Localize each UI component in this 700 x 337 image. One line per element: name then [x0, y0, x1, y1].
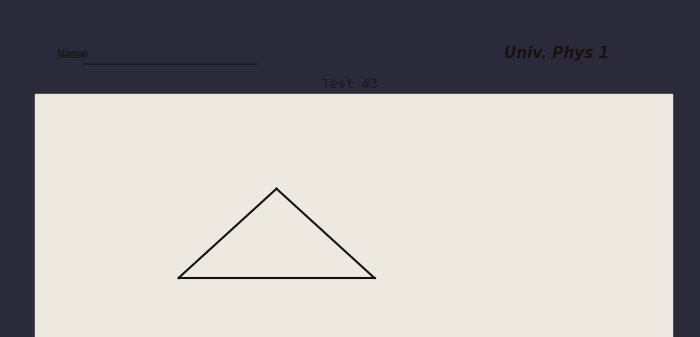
Text: 5 kg: 5 kg — [382, 295, 409, 308]
Text: Test #3: Test #3 — [322, 78, 378, 91]
Text: Name: Name — [56, 48, 88, 61]
Point — [271, 186, 282, 191]
Text: 1. Find the center of mass for the three masses shown relative to the 3: 1. Find the center of mass for the three… — [56, 125, 562, 138]
Text: triangle.: triangle. — [56, 185, 141, 198]
Text: 20 cm: 20 cm — [340, 227, 375, 240]
Text: Univ. Phys 1: Univ. Phys 1 — [504, 45, 609, 61]
Text: 3 kg: 3 kg — [136, 295, 164, 308]
Text: 4 kg: 4 kg — [285, 192, 314, 205]
Point — [369, 275, 380, 281]
Text: kg mass. The masses are located at the vertices of an equilateral: kg mass. The masses are located at the v… — [56, 155, 540, 168]
Point — [173, 275, 184, 281]
Text: rifle  fire  identical  bullets  with  the  same: rifle fire identical bullets with the sa… — [56, 322, 397, 332]
